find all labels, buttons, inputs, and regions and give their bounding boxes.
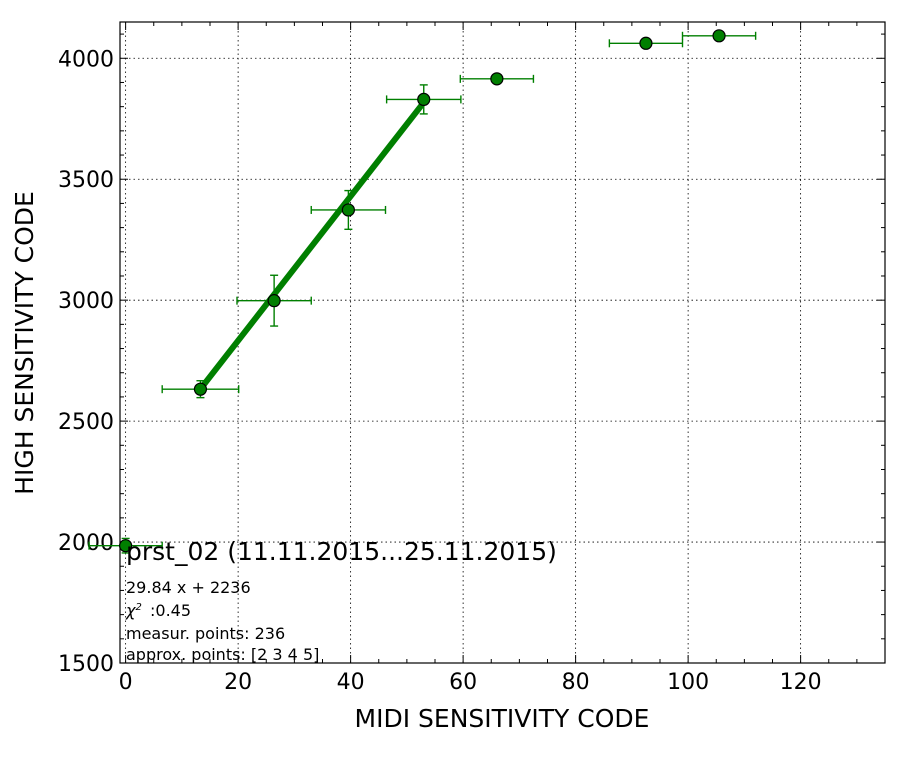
data-points xyxy=(119,29,726,553)
y-tick-label: 1500 xyxy=(58,652,114,677)
data-point xyxy=(267,294,281,308)
data-point xyxy=(193,382,208,396)
x-tick-label: 80 xyxy=(562,670,590,695)
x-tick-label: 40 xyxy=(337,670,365,695)
minor-ticks xyxy=(120,22,885,664)
data-point xyxy=(639,36,653,50)
annotation-title: prst_02 (11.11.2015...25.11.2015) xyxy=(126,537,557,566)
data-point xyxy=(712,29,726,43)
y-tick-label: 2000 xyxy=(58,531,114,556)
x-tick-label: 120 xyxy=(780,670,822,695)
fit-line xyxy=(197,99,427,392)
annotation-measur-points: measur. points: 236 xyxy=(126,624,285,643)
y-tick-label: 3500 xyxy=(58,168,114,193)
annotation-approx-points: approx. points: [2 3 4 5] xyxy=(126,645,319,664)
y-tick-label: 4000 xyxy=(58,47,114,72)
plot-frame xyxy=(119,21,886,664)
x-tick-label: 20 xyxy=(224,670,252,695)
annotation-box: prst_02 (11.11.2015...25.11.2015) 29.84 … xyxy=(125,537,557,664)
x-tick-label: 0 xyxy=(119,670,133,695)
grid xyxy=(120,22,885,663)
tick-labels: 0 20 40 60 80 100 120 1500 2000 2500 3000 3500 4000 xyxy=(58,47,822,695)
data-point xyxy=(490,72,504,86)
chi2-value: :0.45 xyxy=(150,601,191,620)
x-tick-label: 60 xyxy=(449,670,477,695)
annotation-chi2: χ2 :0.45 xyxy=(125,601,191,620)
y-axis-title: HIGH SENSITIVITY CODE xyxy=(10,191,39,495)
y-tick-label: 2500 xyxy=(58,410,114,435)
x-axis-title: MIDI SENSITIVITY CODE xyxy=(355,704,650,733)
data-point xyxy=(119,539,133,553)
annotation-equation: 29.84 x + 2236 xyxy=(126,578,251,597)
x-tick-label: 100 xyxy=(667,670,709,695)
y-tick-label: 3000 xyxy=(58,289,114,314)
data-point xyxy=(341,203,355,217)
data-point xyxy=(417,92,431,107)
